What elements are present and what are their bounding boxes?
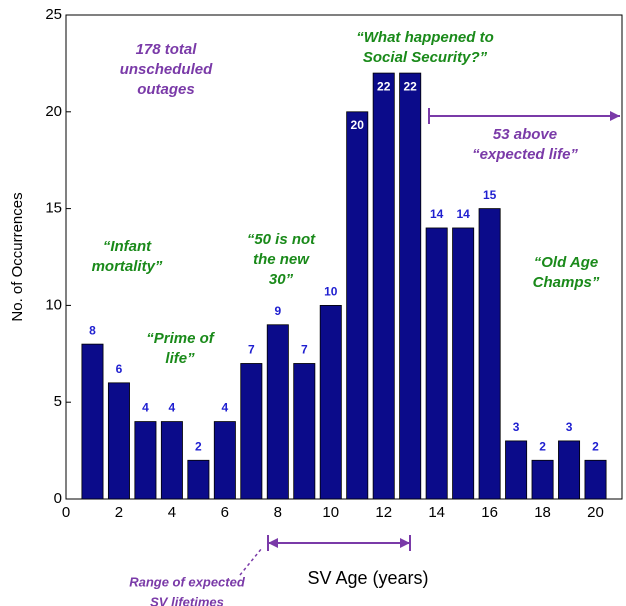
bar [187, 459, 210, 500]
annotation: outages [137, 81, 195, 98]
value-label: 15 [483, 188, 497, 202]
annotation: “Infant [103, 238, 152, 255]
x-tick-label: 2 [115, 504, 123, 521]
annotation: SV lifetimes [150, 594, 224, 606]
bar [240, 363, 263, 500]
bar [346, 111, 369, 500]
annotation: “Old Age [534, 254, 598, 271]
annotation: “50 is not [247, 231, 316, 248]
value-label: 14 [430, 207, 444, 221]
annotation: mortality” [92, 258, 163, 275]
bar [266, 324, 289, 500]
bar [372, 72, 395, 500]
x-tick-label: 14 [428, 504, 445, 521]
y-tick-label: 0 [54, 490, 62, 507]
bar [425, 227, 448, 500]
bar [293, 363, 316, 500]
plot-frame [65, 14, 623, 500]
value-label: 22 [377, 79, 391, 93]
annotation: the new [253, 251, 310, 268]
y-tick-label: 5 [54, 393, 62, 410]
annotation: 30” [269, 271, 294, 288]
annotation: 178 total [136, 41, 198, 58]
pointer [239, 547, 263, 576]
bar [531, 459, 554, 500]
y-axis-label: No. of Occurrences [9, 192, 26, 321]
x-tick-label: 4 [168, 504, 176, 521]
y-tick-label: 10 [45, 296, 62, 313]
annotation: unscheduled [120, 61, 213, 78]
value-label: 22 [404, 79, 418, 93]
annotation: “Prime of [146, 330, 216, 347]
x-tick-label: 0 [62, 504, 70, 521]
bar [213, 421, 236, 500]
value-label: 6 [116, 362, 123, 376]
bar [399, 72, 422, 500]
bar [160, 421, 183, 500]
value-label: 8 [89, 323, 96, 337]
annotation: Social Security?” [363, 49, 488, 66]
bar [505, 440, 528, 500]
bar [478, 208, 501, 500]
annotation: 53 above [493, 126, 557, 143]
value-label: 3 [513, 420, 520, 434]
arrow-head [400, 538, 410, 548]
bar [584, 459, 607, 500]
y-tick-label: 20 [45, 103, 62, 120]
y-tick-label: 15 [45, 200, 62, 217]
x-tick-label: 12 [375, 504, 392, 521]
bar [81, 343, 104, 500]
bar [319, 304, 342, 500]
value-label: 10 [324, 285, 338, 299]
x-tick-label: 16 [481, 504, 498, 521]
bar [558, 440, 581, 500]
value-label: 7 [248, 343, 255, 357]
value-label: 2 [195, 439, 202, 453]
x-tick-label: 10 [322, 504, 339, 521]
x-axis-label: SV Age (years) [307, 568, 428, 588]
value-label: 3 [566, 420, 573, 434]
value-label: 2 [539, 439, 546, 453]
x-tick-label: 8 [274, 504, 282, 521]
value-label: 4 [169, 401, 176, 415]
bar [107, 382, 130, 500]
value-label: 4 [222, 401, 229, 415]
x-tick-label: 18 [534, 504, 551, 521]
bar [134, 421, 157, 500]
bar [452, 227, 475, 500]
annotation: “expected life” [472, 146, 578, 163]
x-tick-label: 20 [587, 504, 604, 521]
x-tick-label: 6 [221, 504, 229, 521]
annotation: life” [165, 350, 195, 367]
annotation: “What happened to [356, 29, 494, 46]
value-label: 2 [592, 439, 599, 453]
annotation: Range of expected [129, 574, 246, 589]
annotation: Champs” [533, 274, 600, 291]
value-label: 7 [301, 343, 308, 357]
arrow-head [268, 538, 278, 548]
value-label: 9 [274, 304, 281, 318]
value-label: 14 [456, 207, 470, 221]
y-tick-label: 25 [45, 6, 62, 23]
value-label: 4 [142, 401, 149, 415]
value-label: 20 [351, 118, 365, 132]
arrow-head [610, 111, 620, 121]
